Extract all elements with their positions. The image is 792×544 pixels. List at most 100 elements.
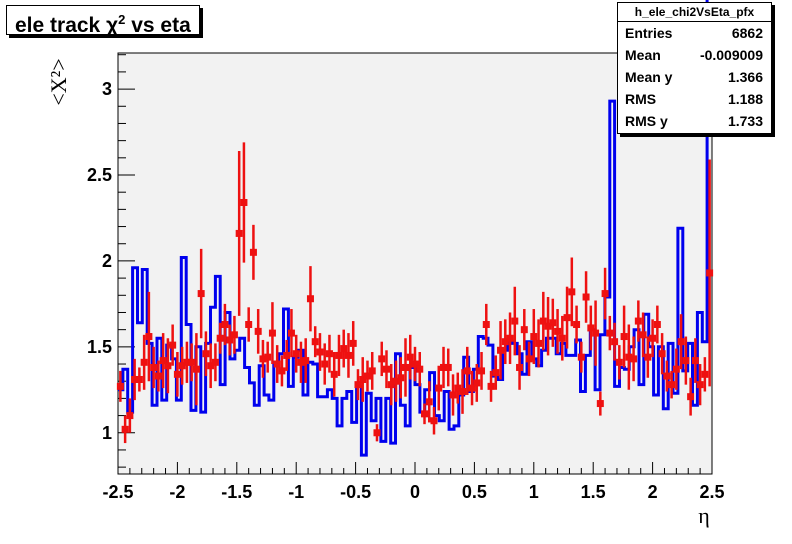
data-point [587,305,595,351]
data-point [287,309,295,358]
point-marker [311,338,319,346]
data-point [359,357,367,402]
point-marker [268,329,276,337]
point-marker [330,370,338,378]
data-point [444,348,452,387]
point-marker [254,327,262,335]
point-marker [449,391,457,399]
data-point [354,369,362,401]
point-marker [577,353,585,361]
point-marker [530,333,538,341]
data-point [126,398,134,433]
data-point [682,336,690,385]
data-point [478,351,486,390]
stats-value: 1.733 [727,113,763,129]
data-point [497,321,505,380]
x-tick-label: -1.5 [221,482,252,502]
point-marker [131,375,139,383]
data-point [297,341,305,383]
point-marker [535,339,543,347]
data-point [154,360,162,392]
data-point [183,341,191,383]
data-point [349,321,357,366]
data-point [363,360,371,392]
data-point [535,319,543,368]
stats-value: 1.188 [727,91,763,107]
point-marker [506,334,514,342]
point-marker [539,317,547,325]
data-point [649,319,657,358]
plot-frame [117,52,713,475]
data-point [421,403,429,425]
stats-histogram-name: h_ele_chi2VsEta_pfx [618,3,771,22]
stats-row-rms: RMS 1.188 [618,88,771,110]
stats-label: Mean [625,47,661,63]
data-point [516,345,524,390]
data-point [221,303,229,346]
stats-label: RMS y [625,113,668,129]
point-marker [188,358,196,366]
x-tick-label: -2 [169,482,185,502]
data-point [197,248,205,339]
point-marker [359,375,367,383]
data-point [378,341,386,377]
point-marker [273,360,281,368]
point-marker [563,314,571,322]
stats-row-mean: Mean -0.009009 [618,44,771,66]
data-point [454,372,462,404]
point-marker [639,331,647,339]
data-point [164,338,172,394]
point-marker [278,367,286,375]
point-marker [373,429,381,437]
point-marker [368,367,376,375]
x-tick-label: 1.5 [581,482,606,502]
point-marker [416,365,424,373]
data-point [401,338,409,397]
point-marker [121,425,129,433]
point-marker [207,362,215,370]
data-point [397,357,405,399]
data-point [530,309,538,365]
stats-row-rms-y: RMS y 1.733 [618,110,771,132]
point-marker [135,375,143,383]
data-point [416,351,424,387]
data-point [677,314,685,370]
point-marker [473,379,481,387]
point-marker [463,367,471,375]
point-marker [202,350,210,358]
point-marker [606,329,614,337]
data-point [611,322,619,361]
data-point [506,312,514,365]
point-marker [283,351,291,359]
data-point [653,305,661,344]
x-tick-label: 2 [648,482,658,502]
point-marker [159,357,167,365]
point-marker [340,345,348,353]
point-marker [378,355,386,363]
point-marker [240,198,248,206]
point-marker [392,377,400,385]
x-tick-label: 2.5 [699,482,724,502]
data-point [468,370,476,406]
data-point [501,319,509,365]
point-marker [363,372,371,380]
point-marker [406,353,414,361]
data-point [226,324,234,356]
point-marker [411,360,419,368]
data-point [382,350,390,389]
x-axis-label: η [698,503,710,528]
y-tick-label: 3 [102,79,112,99]
data-point [306,266,314,332]
point-marker [382,365,390,373]
y-axis-label: <X²> [46,58,71,105]
point-marker [178,362,186,370]
data-point [278,355,286,387]
point-marker [401,363,409,371]
stats-row-entries: Entries 6862 [618,22,771,44]
data-point [145,291,153,382]
x-tick-label: 0.5 [462,482,487,502]
data-point [691,338,699,383]
data-point [615,345,623,380]
point-marker [183,358,191,366]
data-point [254,309,262,354]
